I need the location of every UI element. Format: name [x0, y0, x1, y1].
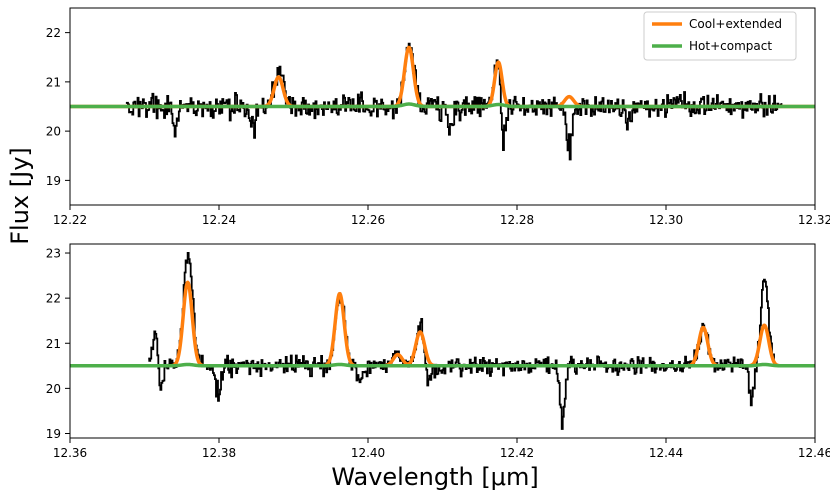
x-tick-label: 12.32	[798, 213, 830, 227]
y-tick-label: 23	[46, 247, 61, 261]
y-tick-label: 22	[46, 292, 61, 306]
x-axis-title: Wavelength [μm]	[331, 463, 538, 491]
series-line-hot-compact	[68, 362, 817, 368]
y-tick-label: 20	[46, 382, 61, 396]
x-tick-label: 12.40	[351, 446, 385, 460]
legend-label-hot-compact: Hot+compact	[689, 39, 772, 53]
axes-frame	[69, 7, 816, 206]
y-tick-label: 21	[46, 75, 61, 89]
y-axis-title: Flux [Jy]	[6, 147, 34, 245]
observed-spectrum-line	[148, 251, 775, 430]
x-tick-label: 12.28	[500, 213, 534, 227]
x-tick-label: 12.36	[53, 446, 87, 460]
x-tick-label: 12.22	[53, 213, 87, 227]
y-tick-label: 20	[46, 125, 61, 139]
legend: Cool+extended Hot+compact	[643, 11, 797, 61]
y-tick-label: 19	[46, 427, 61, 441]
x-tick-label: 12.30	[649, 213, 683, 227]
x-tick-label: 12.24	[202, 213, 236, 227]
x-tick-label: 12.26	[351, 213, 385, 227]
axes-frame	[69, 243, 816, 439]
x-tick-label: 12.44	[649, 446, 683, 460]
x-tick-label: 12.46	[798, 446, 830, 460]
y-tick-label: 21	[46, 337, 61, 351]
x-tick-label: 12.38	[202, 446, 236, 460]
top-panel: 12.22 12.24 12.26 12.28 12.30 12.32 19 20 21 22	[46, 7, 830, 227]
x-tick-label: 12.42	[500, 446, 534, 460]
y-tick-label: 19	[46, 174, 61, 188]
bottom-panel: 12.36 12.38 12.40 12.42 12.44 12.46 19 20 21 22 23	[46, 243, 830, 460]
observed-spectrum-line	[125, 42, 783, 161]
legend-label-cool-extended: Cool+extended	[689, 17, 782, 31]
series-line-hot-compact	[68, 102, 817, 109]
y-tick-label: 22	[46, 26, 61, 40]
